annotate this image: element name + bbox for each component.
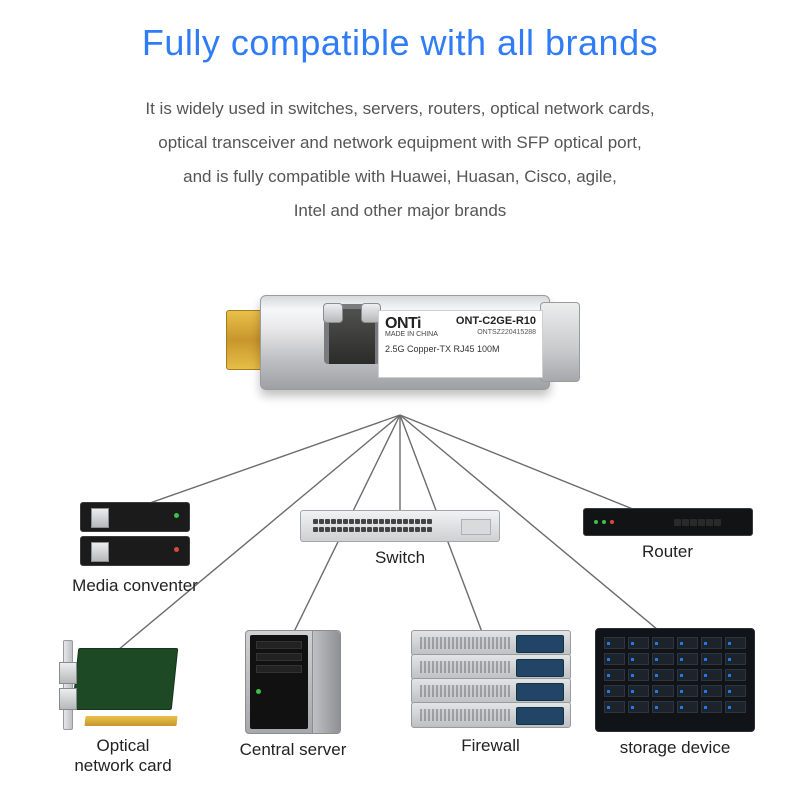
device-optical-nic: Optical network card	[48, 640, 198, 776]
label-model: ONT-C2GE-R10	[456, 315, 536, 327]
sfp-latch	[324, 304, 380, 364]
label-brand: ONTi	[385, 315, 421, 332]
caption: Firewall	[408, 736, 573, 756]
device-firewall: Firewall	[408, 630, 573, 756]
desc-line: It is widely used in switches, servers, …	[0, 92, 800, 126]
caption: Router	[580, 542, 755, 562]
device-switch: Switch	[295, 510, 505, 568]
router-illustration	[583, 508, 753, 536]
desc-line: optical transceiver and network equipmen…	[0, 126, 800, 160]
caption: Media conventer	[60, 576, 210, 596]
sfp-module: ONTi ONT-C2GE-R10 MADE IN CHINA ONTSZ220…	[200, 260, 600, 415]
firewall-illustration	[411, 630, 571, 730]
caption: Optical network card	[48, 736, 198, 776]
storage-illustration	[595, 628, 755, 732]
device-storage: storage device	[590, 628, 760, 758]
label-serial: ONTSZ220415288	[477, 329, 536, 336]
label-spec: 2.5G Copper-TX RJ45 100M	[385, 344, 536, 354]
sfp-rj45-port	[540, 302, 580, 382]
sfp-label: ONTi ONT-C2GE-R10 MADE IN CHINA ONTSZ220…	[378, 310, 543, 378]
page-title: Fully compatible with all brands	[0, 0, 800, 64]
device-router: Router	[580, 508, 755, 562]
nic-illustration	[63, 640, 183, 730]
switch-illustration	[300, 510, 500, 542]
caption: storage device	[590, 738, 760, 758]
media-converter-illustration	[75, 500, 195, 570]
caption: Central server	[218, 740, 368, 760]
device-central-server: Central server	[218, 630, 368, 760]
desc-line: Intel and other major brands	[0, 194, 800, 228]
server-illustration	[245, 630, 341, 734]
description: It is widely used in switches, servers, …	[0, 92, 800, 228]
desc-line: and is fully compatible with Huawei, Hua…	[0, 160, 800, 194]
device-media-converter: Media conventer	[60, 500, 210, 596]
caption: Switch	[295, 548, 505, 568]
